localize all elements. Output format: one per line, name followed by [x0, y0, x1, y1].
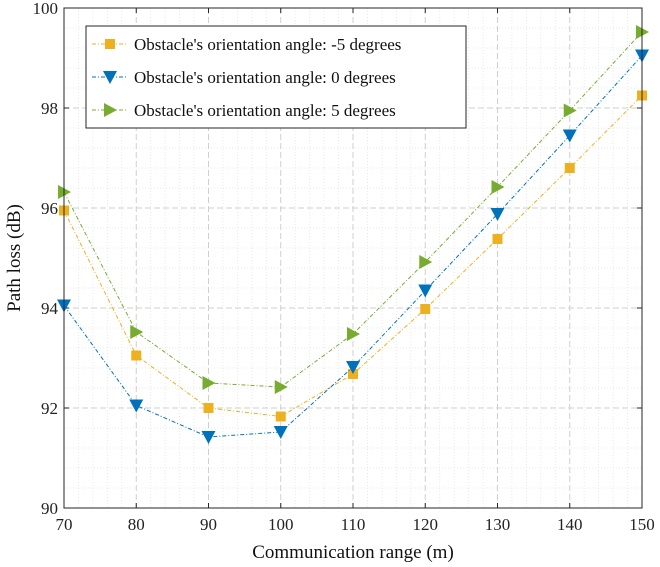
data-point-triangle-right	[347, 327, 360, 341]
data-point-triangle-right	[274, 380, 288, 394]
y-tick-label: 96	[41, 199, 58, 218]
axis-ticks: 70 80 90 100 110 120 130 140 150 90 92 94 96 98 100	[33, 0, 655, 534]
data-point-triangle-right	[130, 325, 144, 339]
legend-marker-5	[104, 103, 117, 117]
legend-box	[85, 25, 467, 129]
data-point-square	[131, 350, 142, 361]
legend-label-neg5: Obstacle's orientation angle: -5 degrees	[134, 35, 401, 54]
data-point-triangle-right	[419, 255, 433, 269]
legend-entry-neg5: Obstacle's orientation angle: -5 degrees	[92, 35, 401, 54]
legend-entry-5: Obstacle's orientation angle: 5 degrees	[92, 101, 396, 120]
data-point-triangle-down	[201, 431, 216, 444]
x-tick-label: 70	[56, 515, 73, 534]
data-point-triangle-down	[129, 399, 144, 413]
data-point-triangle-down	[273, 426, 288, 439]
legend-marker-0	[103, 71, 117, 84]
y-tick-label: 90	[41, 499, 58, 518]
data-point-square	[420, 304, 431, 314]
data-point-triangle-right	[202, 376, 216, 390]
y-tick-label: 92	[41, 399, 58, 418]
y-tick-label: 94	[41, 299, 59, 318]
legend-marker-neg5	[105, 39, 115, 49]
x-axis-label: Communication range (m)	[252, 542, 454, 563]
legend-label-5: Obstacle's orientation angle: 5 degrees	[134, 101, 396, 120]
x-tick-label: 100	[268, 515, 294, 534]
y-tick-label: 98	[41, 99, 58, 118]
legend-label-0: Obstacle's orientation angle: 0 degrees	[134, 68, 396, 87]
data-point-square	[492, 234, 503, 244]
data-point-square	[275, 411, 286, 422]
y-tick-label: 100	[33, 0, 59, 18]
x-tick-label: 150	[629, 515, 655, 534]
x-tick-label: 90	[200, 515, 217, 534]
data-point-triangle-right	[563, 103, 577, 118]
x-tick-label: 120	[413, 515, 439, 534]
x-tick-label: 140	[557, 515, 583, 534]
data-point-triangle-down	[490, 208, 505, 221]
legend-entry-0: Obstacle's orientation angle: 0 degrees	[92, 68, 396, 87]
data-point-triangle-down	[562, 129, 577, 143]
x-tick-label: 80	[128, 515, 145, 534]
data-point-triangle-right	[491, 180, 505, 194]
x-tick-label: 130	[485, 515, 511, 534]
data-point-triangle-down	[346, 361, 360, 374]
plot-frame	[63, 7, 643, 509]
data-point-triangle-down	[418, 284, 433, 298]
y-axis-label: Path loss (dB)	[4, 204, 25, 312]
x-tick-label: 110	[341, 515, 366, 534]
legend: Obstacle's orientation angle: -5 degrees…	[85, 25, 467, 129]
data-point-square	[564, 163, 575, 173]
data-point-square	[203, 403, 214, 413]
